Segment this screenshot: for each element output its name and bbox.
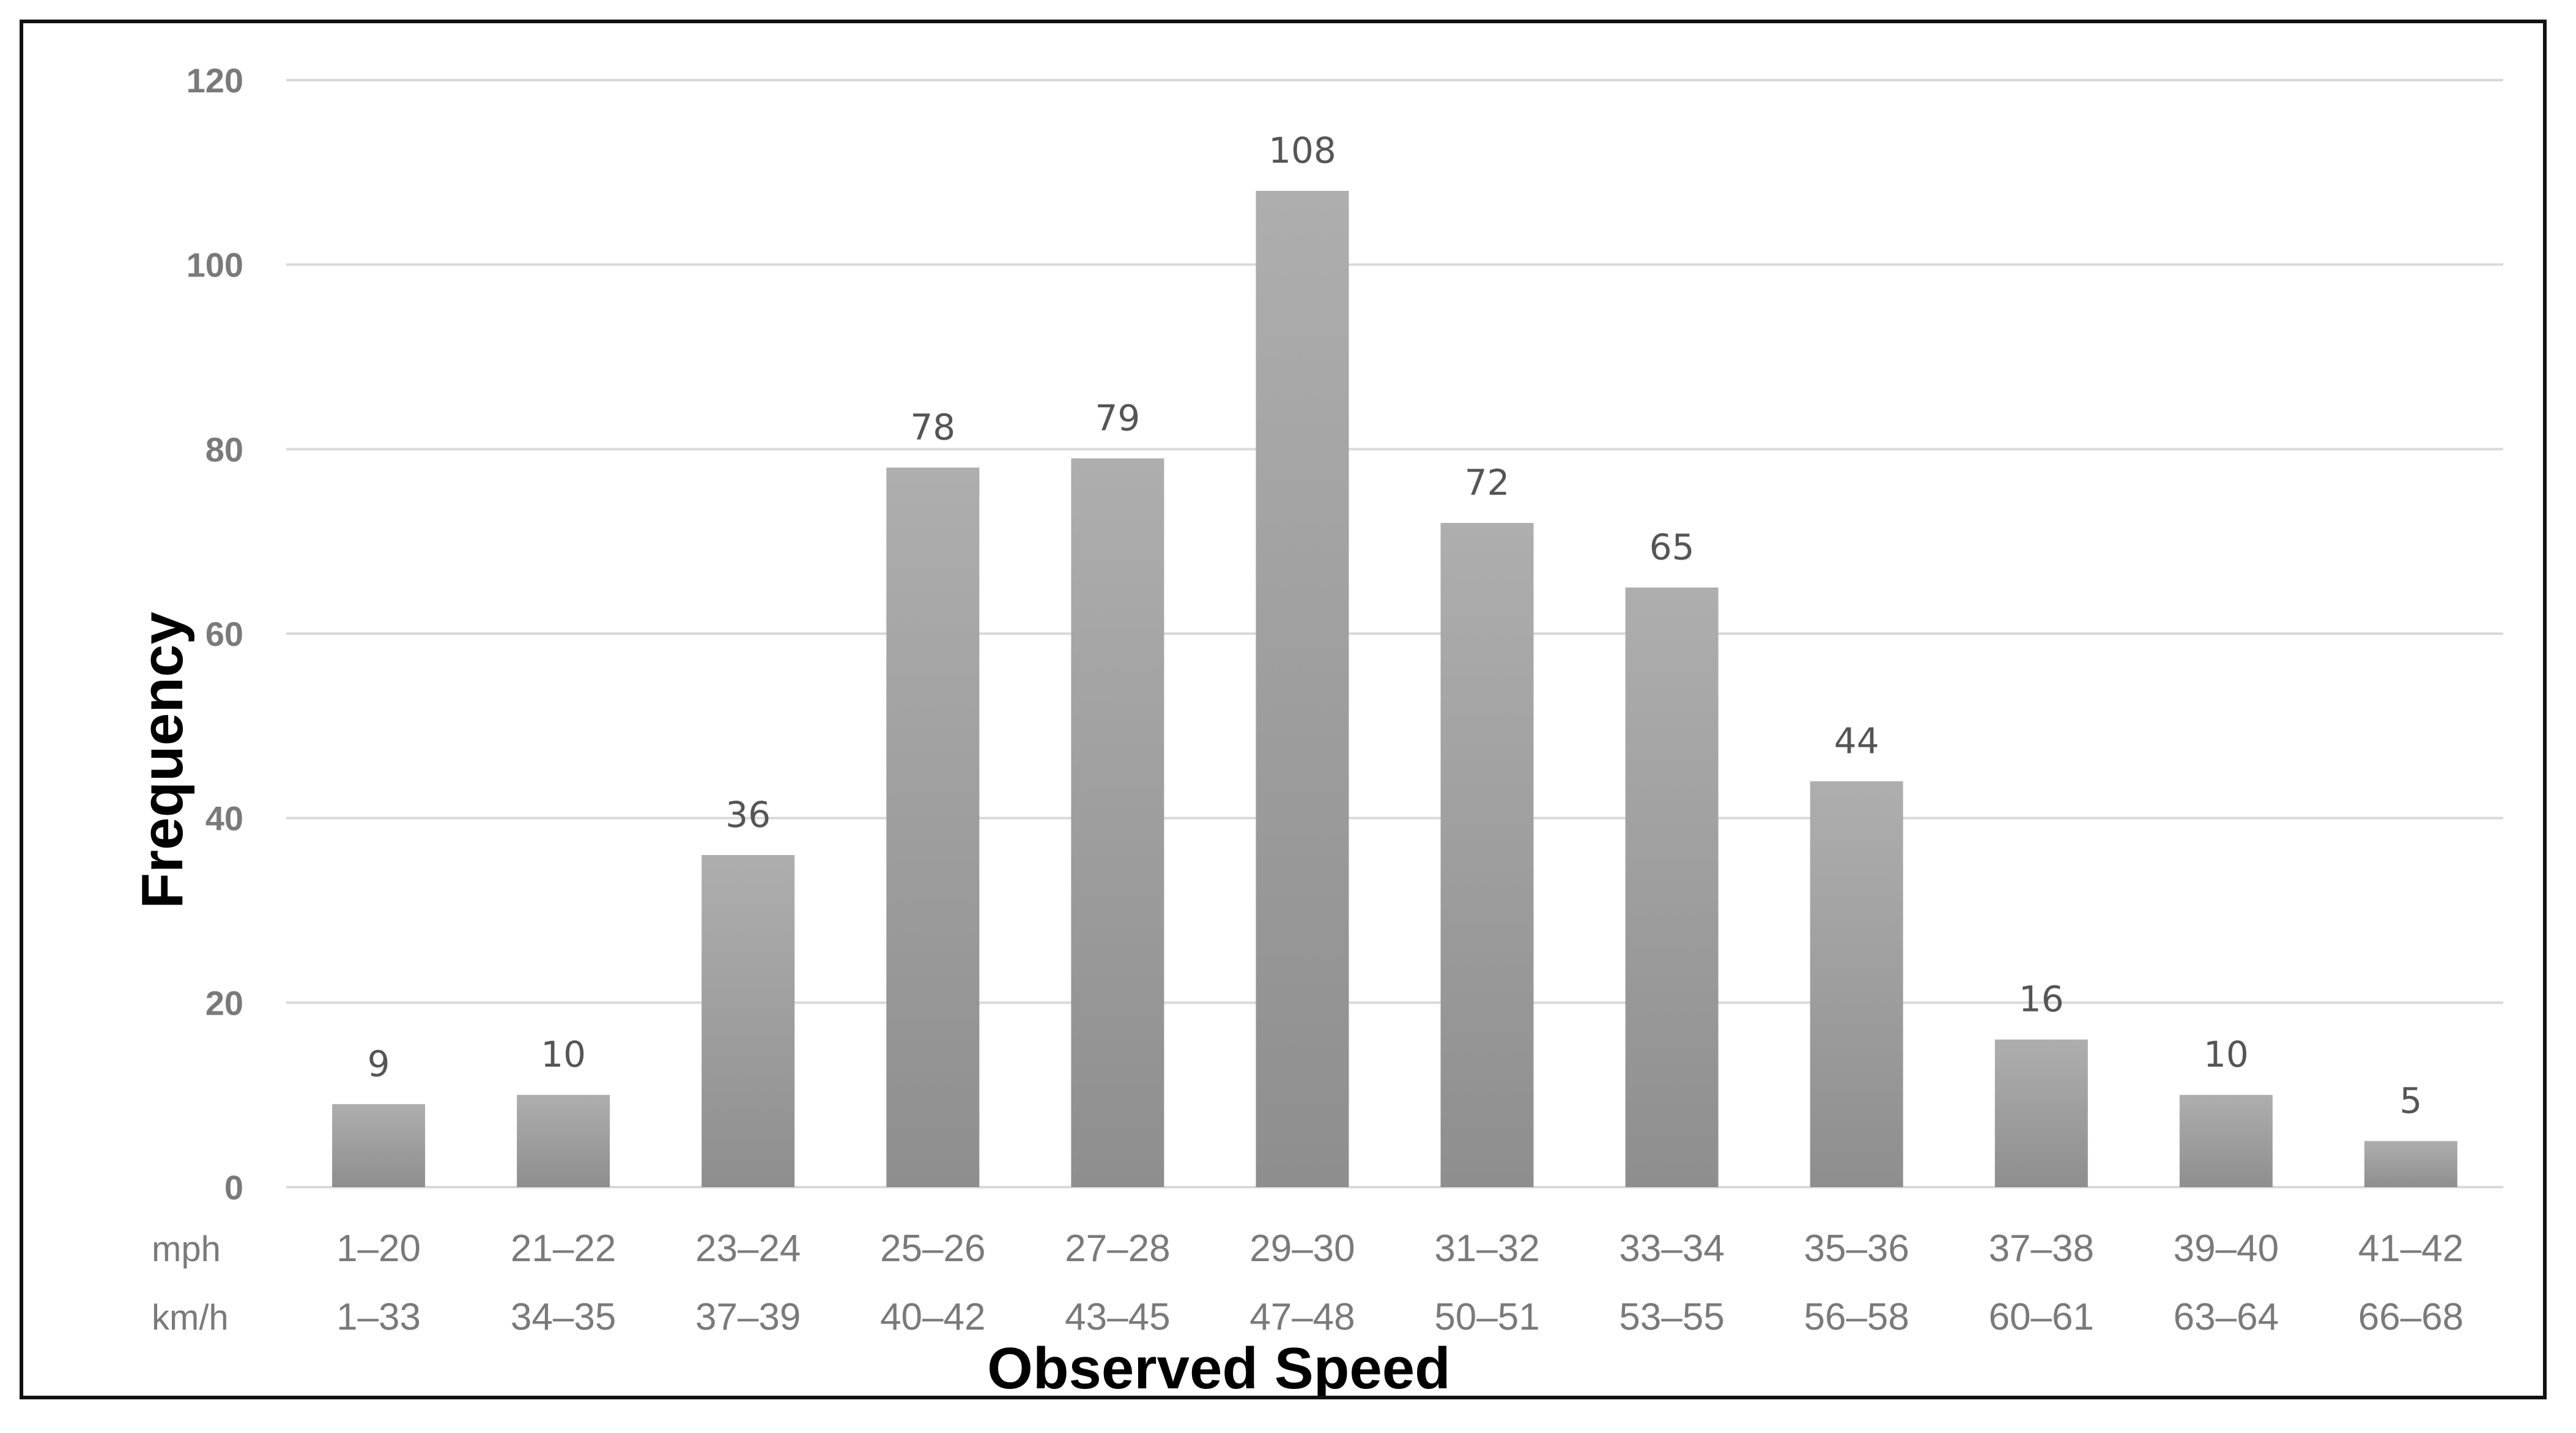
x-tick-label-kmh: 53–55: [1619, 1296, 1724, 1338]
bar: [701, 855, 795, 1187]
bar: [1256, 191, 1349, 1187]
bar: [1071, 458, 1164, 1187]
data-label: 5: [2400, 1080, 2422, 1122]
data-label: 65: [1649, 527, 1695, 568]
x-tick-label-mph: 31–32: [1434, 1227, 1539, 1270]
gridlines: [286, 79, 2503, 1188]
bar: [2364, 1141, 2457, 1187]
data-label: 44: [1834, 720, 1879, 761]
x-tick-label-kmh: 43–45: [1065, 1296, 1170, 1338]
x-axis-title: Observed Speed: [987, 1336, 1451, 1396]
x-tick-label-kmh: 50–51: [1434, 1296, 1539, 1338]
y-tick-label: 40: [205, 799, 243, 838]
bar: [886, 467, 980, 1187]
y-axis-title: Frequency: [130, 612, 195, 908]
data-label: 36: [725, 794, 771, 835]
x-tick-label-kmh: 56–58: [1804, 1296, 1909, 1338]
data-label: 108: [1268, 130, 1336, 171]
y-tick-label: 120: [187, 61, 243, 100]
y-tick-label: 100: [187, 246, 243, 284]
bar: [1810, 781, 1903, 1187]
unit-label-kmh: km/h: [152, 1298, 229, 1338]
data-label: 10: [541, 1034, 586, 1075]
x-tick-label-mph: 29–30: [1249, 1227, 1355, 1270]
y-tick-label: 20: [205, 983, 243, 1022]
y-tick-label: 80: [205, 430, 243, 468]
bar: [1994, 1039, 2088, 1187]
x-tick-label-mph: 35–36: [1804, 1227, 1909, 1270]
x-tick-label-kmh: 37–39: [695, 1296, 801, 1338]
x-tick-label-mph: 21–22: [511, 1227, 616, 1270]
x-tick-label-mph: 39–40: [2174, 1227, 2279, 1270]
x-tick-label-mph: 37–38: [1989, 1227, 2094, 1270]
x-tick-label-mph: 25–26: [880, 1227, 985, 1270]
x-axis-categories: 1–20 1–33 21–22 34–35 23–24 37–39 25–26 40–42 27…: [336, 1227, 2463, 1338]
data-label: 16: [2019, 979, 2064, 1020]
y-axis-ticks: 0 20 40 60 80 100 120: [187, 61, 243, 1207]
bar: [2179, 1095, 2273, 1187]
y-tick-label: 0: [224, 1168, 243, 1207]
x-tick-label-mph: 23–24: [695, 1227, 801, 1270]
x-tick-label-kmh: 1–33: [336, 1296, 421, 1338]
x-tick-label-kmh: 60–61: [1989, 1296, 2094, 1338]
data-label: 72: [1465, 462, 1510, 503]
x-tick-label-mph: 1–20: [336, 1227, 421, 1270]
bar: [1625, 587, 1719, 1187]
x-tick-label-kmh: 66–68: [2358, 1296, 2463, 1338]
data-label: 79: [1095, 397, 1140, 439]
data-label: 9: [368, 1043, 390, 1084]
y-tick-label: 60: [205, 615, 243, 653]
x-tick-label-mph: 33–34: [1619, 1227, 1724, 1270]
bars: [332, 191, 2457, 1187]
bar: [332, 1104, 426, 1187]
data-labels: 9 10 36 78 79 108 72 65 44 16 10 5: [368, 130, 2422, 1122]
x-tick-label-mph: 27–28: [1065, 1227, 1170, 1270]
chart-frame: 0 20 40 60 80 100 120 9 10 36 78 79 108 72 65 44 16 10 5 …: [20, 20, 2547, 1399]
x-tick-label-kmh: 47–48: [1249, 1296, 1355, 1338]
unit-label-mph: mph: [152, 1229, 221, 1269]
data-label: 78: [910, 407, 955, 448]
x-tick-label-kmh: 40–42: [880, 1296, 985, 1338]
x-tick-label-kmh: 34–35: [511, 1296, 616, 1338]
x-tick-label-kmh: 63–64: [2174, 1296, 2279, 1338]
data-label: 10: [2204, 1034, 2249, 1075]
bar: [517, 1095, 610, 1187]
bar: [1440, 523, 1534, 1187]
x-tick-label-mph: 41–42: [2358, 1227, 2463, 1270]
